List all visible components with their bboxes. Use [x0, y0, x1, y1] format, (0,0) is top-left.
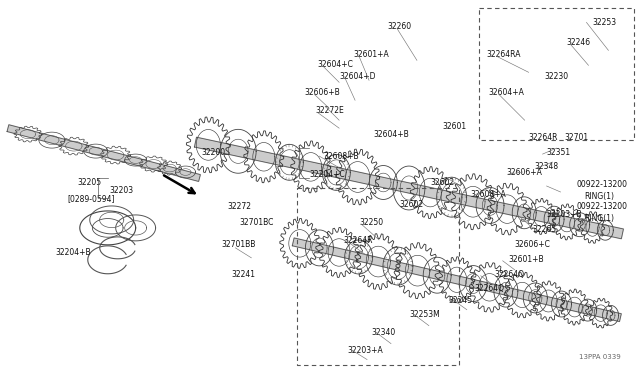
Text: 32348: 32348	[534, 162, 559, 171]
Text: 32200: 32200	[202, 148, 226, 157]
Text: 32340: 32340	[371, 328, 396, 337]
Text: 32264R: 32264R	[343, 236, 372, 245]
Text: RING(1): RING(1)	[584, 192, 614, 201]
Text: 32601+B: 32601+B	[509, 255, 544, 264]
Text: 32701: 32701	[564, 133, 589, 142]
Text: 13PPA 0339: 13PPA 0339	[579, 353, 620, 360]
Text: 32204+C: 32204+C	[309, 170, 345, 179]
Text: 32253M: 32253M	[409, 310, 440, 319]
Text: 32230: 32230	[545, 72, 569, 81]
Text: 32246: 32246	[566, 38, 591, 47]
Text: 32601+A: 32601+A	[353, 50, 389, 60]
Text: 32608+A: 32608+A	[471, 190, 506, 199]
Text: 32701BB: 32701BB	[221, 240, 256, 249]
Text: 32250: 32250	[359, 218, 383, 227]
Polygon shape	[7, 125, 200, 182]
Text: 32264RA: 32264RA	[487, 50, 521, 60]
Text: 32604+D: 32604+D	[339, 72, 376, 81]
Polygon shape	[195, 137, 623, 239]
Text: 32601: 32601	[443, 122, 467, 131]
Text: 32204+B: 32204+B	[56, 248, 92, 257]
Text: 00922-13200: 00922-13200	[577, 180, 627, 189]
Text: 32272: 32272	[227, 202, 252, 211]
Text: 32604+C: 32604+C	[317, 60, 353, 69]
Text: RING(1): RING(1)	[584, 214, 614, 223]
Text: 32604+A: 32604+A	[489, 88, 525, 97]
Text: 32265: 32265	[532, 225, 557, 234]
Text: 32264Q: 32264Q	[475, 284, 505, 293]
Text: 32241: 32241	[232, 270, 255, 279]
Text: 32203+A: 32203+A	[347, 346, 383, 355]
Text: 32264R: 32264R	[529, 133, 558, 142]
Text: 32351: 32351	[547, 148, 571, 157]
Text: 32205: 32205	[78, 178, 102, 187]
Text: 32701BC: 32701BC	[239, 218, 274, 227]
Text: 00922-13200: 00922-13200	[577, 202, 627, 211]
Text: 32602: 32602	[399, 200, 423, 209]
Polygon shape	[292, 238, 621, 321]
Text: 32604+B: 32604+B	[373, 130, 409, 139]
Text: 32606+C: 32606+C	[515, 240, 550, 249]
Text: 32253: 32253	[593, 19, 616, 28]
Text: 32608+B: 32608+B	[323, 152, 359, 161]
Text: 32602: 32602	[431, 178, 455, 187]
Text: 32203+B: 32203+B	[547, 210, 582, 219]
Text: [0289-0594]: [0289-0594]	[68, 194, 115, 203]
Text: 32272E: 32272E	[315, 106, 344, 115]
Text: 32260: 32260	[387, 22, 411, 31]
Text: 32606+B: 32606+B	[304, 88, 340, 97]
Text: 32264Q: 32264Q	[495, 270, 525, 279]
Text: 32245: 32245	[449, 296, 473, 305]
Text: 32203: 32203	[109, 186, 134, 195]
Text: 32606+A: 32606+A	[507, 168, 543, 177]
